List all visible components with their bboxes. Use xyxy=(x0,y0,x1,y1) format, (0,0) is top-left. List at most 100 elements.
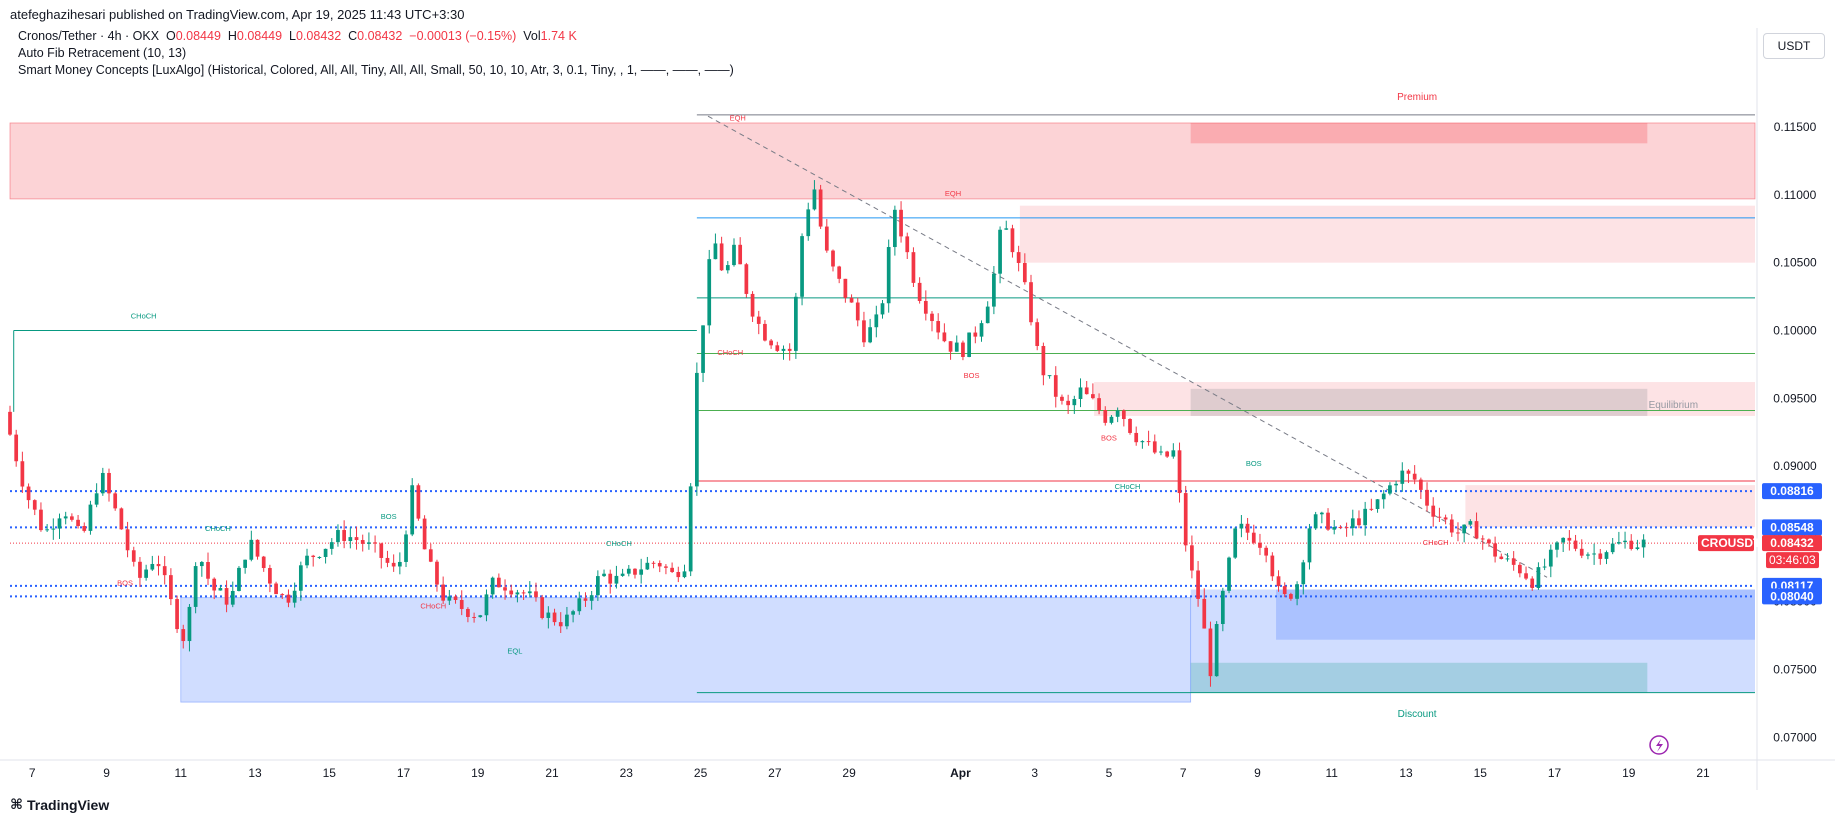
candle-body xyxy=(26,486,31,501)
candle-body xyxy=(119,508,124,530)
tradingview-brand: TradingView xyxy=(27,796,110,813)
x-tick-label: 29 xyxy=(842,766,856,780)
premium-zone xyxy=(9,122,1756,200)
candle-body xyxy=(1350,518,1355,529)
candle-body xyxy=(1146,441,1151,443)
candle-body xyxy=(1214,624,1219,677)
candle-body xyxy=(478,615,483,618)
x-tick-label: 9 xyxy=(103,766,110,780)
x-tick-label: 13 xyxy=(1399,766,1413,780)
candle-body xyxy=(1202,598,1207,629)
annotation-label: BOS xyxy=(381,512,397,521)
tradingview-logo[interactable]: ⌘ TradingView xyxy=(10,796,109,813)
currency-button[interactable]: USDT xyxy=(1763,33,1825,59)
candle-body xyxy=(1567,537,1572,541)
candle-body xyxy=(806,209,811,237)
annotation-label: CHoCH xyxy=(131,311,157,320)
low-label: L xyxy=(289,29,296,43)
candle-body xyxy=(1233,528,1238,558)
candle-body xyxy=(942,332,947,342)
candle-body xyxy=(1072,398,1077,406)
candle-body xyxy=(472,616,476,618)
candle-body xyxy=(1573,540,1578,549)
candle-body xyxy=(565,614,569,627)
candle-body xyxy=(923,300,928,314)
close-label: C xyxy=(348,29,358,43)
candle-body xyxy=(992,273,996,307)
candle-body xyxy=(441,584,446,601)
candle-body xyxy=(973,332,978,337)
candle-body xyxy=(1462,524,1467,534)
candle-body xyxy=(676,571,681,578)
candle-body xyxy=(1264,547,1269,556)
y-tick-label: 0.10500 xyxy=(1773,256,1817,270)
discount-zone-right xyxy=(1190,589,1755,693)
candle-body xyxy=(1239,523,1244,529)
candle-body xyxy=(1629,540,1634,549)
candle-body xyxy=(1592,553,1596,555)
candle-body xyxy=(187,606,192,642)
price-badge-bg xyxy=(1762,483,1822,500)
candle-body xyxy=(824,226,829,251)
candle-body xyxy=(8,411,12,435)
lightning-icon[interactable] xyxy=(1649,735,1669,755)
candle-body xyxy=(348,537,353,542)
candle-body xyxy=(261,556,266,569)
x-tick-label: 27 xyxy=(768,766,782,780)
candle-body xyxy=(855,302,860,321)
discount-zone xyxy=(180,597,1192,703)
candle-body xyxy=(1338,526,1343,528)
candle-body xyxy=(484,594,489,616)
candle-body xyxy=(985,306,990,324)
candle-body xyxy=(1586,554,1590,556)
candle-body xyxy=(800,236,804,297)
candle-body xyxy=(1610,543,1615,553)
candle-body xyxy=(453,596,458,600)
annotations-layer: CHoCH EQH EQH CHoCH BOS BOS CHoCH BOS BOS CHoCH EQ… xyxy=(117,113,1448,655)
candle-body xyxy=(138,561,142,578)
candle-body xyxy=(410,485,415,535)
symbol-name: Cronos/Tether · 4h · OKX xyxy=(18,29,160,43)
candle-body xyxy=(1623,540,1627,543)
candle-body xyxy=(1307,528,1312,563)
candle-body xyxy=(1548,549,1553,567)
candle-body xyxy=(88,504,93,531)
candle-body xyxy=(422,518,427,550)
candle-body xyxy=(342,530,347,542)
candle-body xyxy=(1474,521,1479,539)
chart-header: atefeghazihesari published on TradingVie… xyxy=(0,0,1835,30)
x-tick-label: 11 xyxy=(175,766,188,780)
candle-body xyxy=(936,321,941,333)
candle-body xyxy=(1326,512,1330,530)
x-tick-label: 7 xyxy=(1180,766,1187,780)
candle-body xyxy=(725,265,730,271)
candle-body xyxy=(1425,489,1429,506)
candle-body xyxy=(1363,508,1368,526)
annotation-label: CHoCH xyxy=(420,602,446,611)
indicator-fib[interactable]: Auto Fib Retracement (10, 13) xyxy=(18,46,187,60)
candle-body xyxy=(144,569,148,578)
candle-body xyxy=(1480,538,1485,540)
candle-body xyxy=(249,539,254,560)
candle-body xyxy=(1344,527,1349,529)
candle-body xyxy=(199,562,204,567)
x-tick-label: 21 xyxy=(1696,766,1710,780)
trend-line xyxy=(707,115,1548,578)
price-badge-bg xyxy=(1762,588,1822,605)
candle-body xyxy=(1530,578,1535,588)
candle-body xyxy=(893,209,897,248)
x-tick-label: 7 xyxy=(29,766,36,780)
candle-body xyxy=(769,340,773,346)
candle-body xyxy=(175,599,179,630)
candle-body xyxy=(614,575,619,584)
symbol-legend[interactable]: Cronos/Tether · 4h · OKX O0.08449 H0.084… xyxy=(18,28,577,45)
candle-body xyxy=(664,566,668,568)
candle-body xyxy=(162,566,167,576)
indicator-smc[interactable]: Smart Money Concepts [LuxAlgo] (Historic… xyxy=(18,63,734,77)
candle-body xyxy=(552,612,557,623)
candle-body xyxy=(1177,450,1182,494)
candle-body xyxy=(1400,470,1405,484)
y-tick-label: 0.09000 xyxy=(1773,459,1817,473)
candle-body xyxy=(1128,418,1132,433)
